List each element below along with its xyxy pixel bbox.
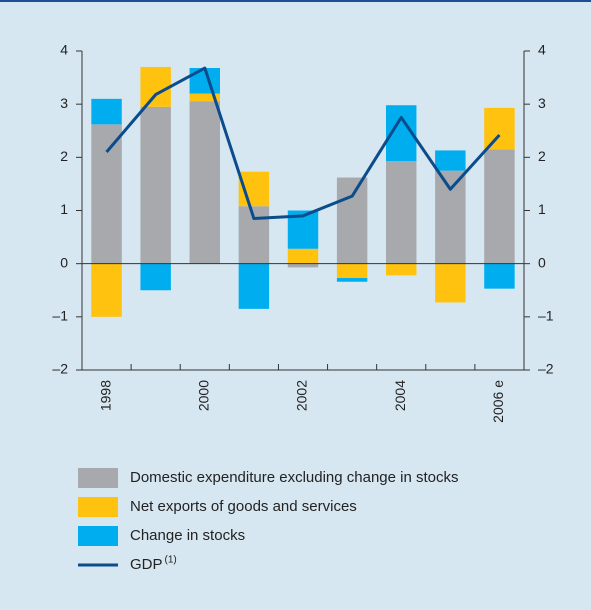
bar-segment bbox=[140, 263, 171, 291]
y-tick-label: –1 bbox=[52, 308, 68, 324]
bar-segment bbox=[484, 107, 515, 150]
bar-segment bbox=[484, 263, 515, 289]
bar-segment bbox=[336, 263, 368, 279]
legend-note: (1) bbox=[165, 555, 177, 566]
legend-label: Change in stocks bbox=[130, 527, 245, 544]
x-tick-label: 2004 bbox=[392, 380, 408, 411]
bar-segment bbox=[238, 263, 270, 309]
y2-tick-label: –1 bbox=[538, 308, 554, 324]
bar-segment bbox=[91, 98, 122, 125]
bar-segment bbox=[435, 150, 466, 171]
bar-segment bbox=[484, 149, 515, 264]
y-tick-label: 2 bbox=[60, 148, 68, 164]
y2-tick-label: –2 bbox=[538, 361, 554, 377]
legend-label: Net exports of goods and services bbox=[130, 498, 357, 515]
y-tick-label: 4 bbox=[60, 42, 68, 58]
bar-segment bbox=[435, 170, 466, 264]
bar-segment bbox=[140, 66, 171, 107]
x-tick-label: 1998 bbox=[97, 380, 113, 411]
x-tick-label: 2006 e bbox=[490, 380, 506, 423]
legend-label: GDP bbox=[130, 556, 163, 573]
bar-segment bbox=[435, 263, 466, 303]
y2-tick-label: 2 bbox=[538, 148, 546, 164]
bar-segment bbox=[140, 106, 171, 264]
bar-segment bbox=[287, 248, 319, 264]
bar-segment bbox=[336, 177, 368, 264]
legend-line bbox=[78, 563, 118, 567]
x-tick-label: 2000 bbox=[195, 380, 211, 411]
legend-swatch bbox=[78, 526, 118, 546]
y2-tick-label: 4 bbox=[538, 42, 546, 58]
y-tick-label: –2 bbox=[52, 361, 68, 377]
bar-segment bbox=[189, 93, 221, 102]
y-tick-label: 3 bbox=[60, 95, 68, 111]
bar-segment bbox=[287, 263, 319, 268]
gdp-line bbox=[105, 66, 501, 220]
bar-segment bbox=[385, 161, 417, 264]
top-rule bbox=[0, 0, 591, 2]
bar-segment bbox=[385, 263, 417, 276]
bar-segment bbox=[336, 278, 368, 282]
x-tick-label: 2002 bbox=[294, 380, 310, 411]
y2-tick-label: 3 bbox=[538, 95, 546, 111]
legend-swatch bbox=[78, 468, 118, 488]
legend-swatch bbox=[78, 497, 118, 517]
y2-tick-label: 0 bbox=[538, 254, 546, 270]
bar-segment bbox=[91, 124, 122, 264]
legend-label: Domestic expenditure excluding change in… bbox=[130, 469, 459, 486]
y2-tick-label: 1 bbox=[538, 201, 546, 217]
y-tick-label: 1 bbox=[60, 201, 68, 217]
bar-segment bbox=[91, 263, 122, 317]
y-tick-label: 0 bbox=[60, 254, 68, 270]
bar-segment bbox=[189, 101, 221, 264]
